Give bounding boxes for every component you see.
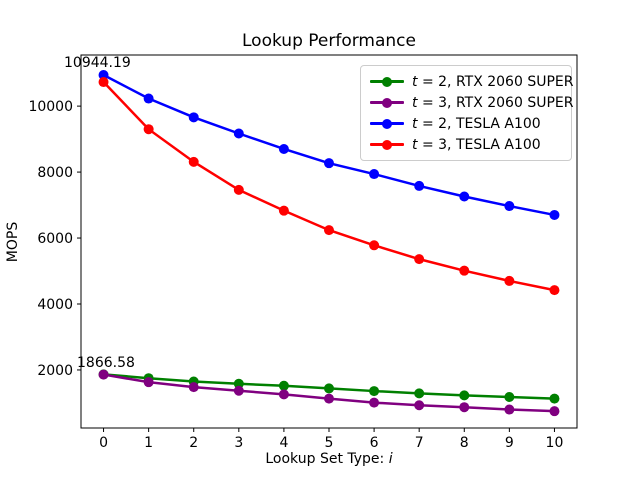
legend-label: t = 2, TESLA A100 bbox=[412, 115, 541, 132]
x-tick-label: 2 bbox=[189, 435, 198, 451]
x-tick-label: 1 bbox=[144, 435, 153, 451]
data-point bbox=[414, 180, 425, 191]
data-point bbox=[233, 184, 244, 195]
data-point bbox=[278, 389, 289, 400]
y-tick-label: 8000 bbox=[37, 165, 73, 181]
x-tick-label: 6 bbox=[370, 435, 379, 451]
x-tick-label: 4 bbox=[279, 435, 288, 451]
legend-label: t = 3, TESLA A100 bbox=[412, 136, 541, 153]
data-point bbox=[278, 143, 289, 154]
legend-item-t3-rtx2060: t = 3, RTX 2060 SUPER bbox=[361, 92, 574, 113]
data-point bbox=[324, 158, 334, 169]
data-point bbox=[233, 128, 244, 139]
legend-item-t2-teslaa100: t = 2, TESLA A100 bbox=[361, 113, 571, 134]
data-point bbox=[459, 191, 470, 202]
data-point bbox=[549, 285, 560, 296]
data-point bbox=[504, 201, 515, 212]
legend-item-t2-rtx2060: t = 2, RTX 2060 SUPER bbox=[361, 71, 574, 92]
data-point bbox=[278, 380, 289, 391]
data-point bbox=[98, 369, 109, 380]
legend-line-sample bbox=[370, 118, 404, 129]
x-tick-label: 5 bbox=[325, 435, 334, 451]
data-point bbox=[188, 382, 199, 393]
data-point bbox=[143, 124, 154, 135]
legend-line-sample bbox=[370, 97, 404, 108]
data-point bbox=[188, 156, 199, 167]
data-point bbox=[459, 265, 470, 276]
x-axis-label-variable: i bbox=[388, 451, 393, 467]
data-point bbox=[459, 402, 470, 413]
x-axis-label: Lookup Set Type: i bbox=[81, 451, 577, 467]
x-axis-label-text: Lookup Set Type: bbox=[265, 451, 389, 467]
data-point bbox=[278, 205, 289, 216]
x-tick-label: 10 bbox=[546, 435, 564, 451]
data-point bbox=[369, 169, 380, 180]
annotation-a100-start-value: 10944.19 bbox=[64, 55, 131, 71]
data-point bbox=[369, 397, 380, 408]
data-point bbox=[98, 77, 109, 88]
x-tick-label: 0 bbox=[99, 435, 108, 451]
legend-marker-icon bbox=[382, 76, 392, 87]
data-point bbox=[459, 390, 470, 401]
data-point bbox=[414, 254, 425, 265]
data-point bbox=[504, 404, 515, 415]
plot-border bbox=[80, 54, 578, 429]
data-point bbox=[143, 377, 154, 388]
data-point bbox=[414, 400, 425, 411]
y-tick-label: 2000 bbox=[37, 363, 73, 379]
x-tick-label: 9 bbox=[505, 435, 514, 451]
data-point bbox=[143, 93, 154, 104]
data-point bbox=[549, 209, 560, 220]
data-point bbox=[369, 386, 380, 397]
data-point bbox=[324, 393, 334, 404]
legend-line-sample bbox=[370, 76, 404, 87]
y-tick-label: 4000 bbox=[37, 297, 73, 313]
y-tick-label: 6000 bbox=[37, 231, 73, 247]
data-point bbox=[233, 378, 244, 389]
data-point bbox=[504, 391, 515, 402]
data-point bbox=[549, 393, 560, 404]
data-point bbox=[324, 383, 334, 394]
data-point bbox=[549, 406, 560, 417]
data-point bbox=[414, 388, 425, 399]
legend-item-t3-teslaa100: t = 3, TESLA A100 bbox=[361, 134, 571, 155]
data-point bbox=[188, 112, 199, 123]
x-tick-label: 7 bbox=[415, 435, 424, 451]
legend-line-sample bbox=[370, 139, 404, 150]
legend-marker-icon bbox=[382, 139, 392, 150]
data-point bbox=[233, 385, 244, 396]
chart-title: Lookup Performance bbox=[242, 31, 416, 51]
data-point bbox=[98, 69, 109, 80]
x-tick-label: 3 bbox=[234, 435, 243, 451]
x-tick-label: 8 bbox=[460, 435, 469, 451]
data-point bbox=[504, 275, 515, 286]
y-tick-label: 10000 bbox=[28, 99, 73, 115]
legend: t = 2, RTX 2060 SUPER t = 3, RTX 2060 SU… bbox=[360, 65, 574, 161]
annotation-rtx-start-value: 1866.58 bbox=[77, 355, 135, 371]
legend-marker-icon bbox=[382, 118, 392, 129]
legend-label: t = 2, RTX 2060 SUPER bbox=[412, 73, 574, 90]
data-point bbox=[324, 225, 334, 236]
legend-marker-icon bbox=[382, 97, 392, 108]
data-point bbox=[369, 240, 380, 251]
y-axis-label: MOPS bbox=[5, 221, 21, 263]
legend-label: t = 3, RTX 2060 SUPER bbox=[412, 94, 574, 111]
